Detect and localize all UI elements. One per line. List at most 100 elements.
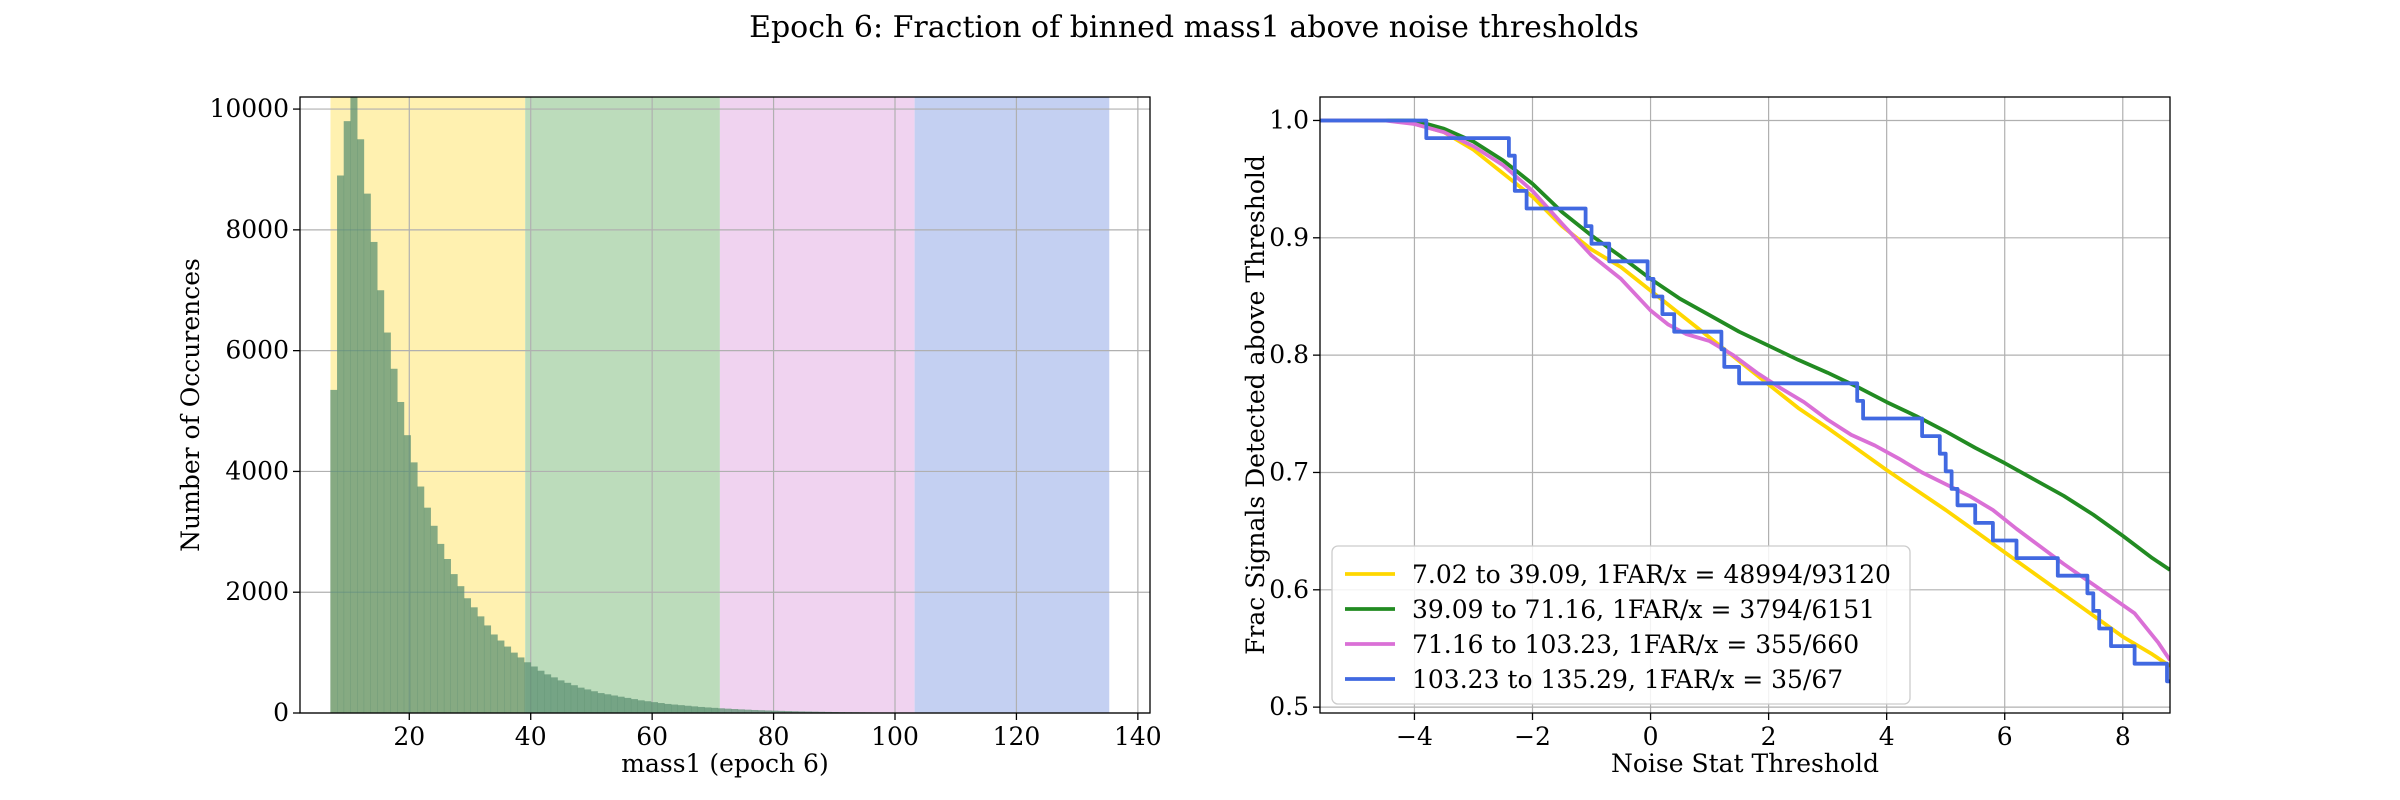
histogram-bar [350,97,358,713]
histogram-bar [390,368,398,713]
line-chart-y-tick-label: 0.8 [1269,340,1309,369]
legend-label-1: 7.02 to 39.09, 1FAR/x = 48994/93120 [1412,560,1891,589]
histogram-bar [577,687,585,713]
histogram-bar [463,598,472,713]
histogram-bar [597,693,605,713]
detection-fraction-panel: −4 −2 0 2 4 6 8 0.5 0.6 0.7 0.8 0.9 1.0 Noise Stat T… [1241,96,2171,778]
histogram-x-tick-label: 100 [871,722,919,751]
histogram-bar [624,697,632,713]
line-chart-x-axis-label: Noise Stat Threshold [1611,749,1879,778]
histogram-bar [704,707,712,713]
line-chart-y-tick-label: 0.9 [1269,223,1309,252]
histogram-y-tick-label: 2000 [225,577,289,606]
histogram-bar [490,634,498,713]
line-chart-x-tick-label: 0 [1643,722,1659,751]
figure-title: Epoch 6: Fraction of binned mass1 above … [749,10,1639,45]
histogram-bar [530,666,538,713]
histogram-bar [564,682,572,713]
histogram-bar [497,640,505,713]
histogram-bar [437,543,445,713]
histogram-ticks: 20 40 60 80 100 120 140 0 2000 4000 6000 8000 10000 [209,94,1161,751]
series-lines [1320,118,2170,684]
histogram-y-tick-label: 0 [273,698,289,727]
histogram-bar [524,662,532,713]
histogram-frame [299,96,1151,714]
histogram-bar [697,706,705,713]
histogram-bar [570,685,578,713]
histogram-bar [383,332,391,713]
histogram-bar [797,711,805,713]
histogram-bar [617,696,625,713]
histogram-x-axis-label: mass1 (epoch 6) [621,749,828,778]
line-chart-frame [1319,96,2171,714]
series-line-1 [1320,118,2170,668]
histogram-bar [711,707,719,713]
histogram-bar [764,710,772,713]
histogram-bar [510,652,518,713]
histogram-bar [417,486,425,713]
histogram-bar [370,241,378,714]
line-chart-x-tick-label: −4 [1396,722,1433,751]
histogram-bar [791,711,799,713]
histogram-bar [664,703,672,713]
histogram-bar [584,689,592,713]
histogram-y-tick-label: 6000 [225,336,289,365]
histogram-bar [731,709,739,713]
line-chart-y-tick-label: 1.0 [1269,105,1309,134]
histogram-y-tick-label: 8000 [225,215,289,244]
histogram-bar [777,710,785,713]
line-chart-x-tick-label: 2 [1761,722,1777,751]
histogram-bar [771,710,779,713]
histogram-bar [630,699,638,713]
histogram-bar [610,695,618,713]
histogram-bar [691,706,699,713]
histogram-bar [784,711,792,713]
histogram-bar [377,290,385,713]
line-chart-x-tick-label: 8 [2115,722,2131,751]
line-chart-y-tick-label: 0.6 [1269,575,1309,604]
histogram-panel: 20 40 60 80 100 120 1400200040006000800010000 … [176,94,1162,778]
histogram-bar [403,435,411,713]
legend-label-2: 39.09 to 71.16, 1FAR/x = 3794/6151 [1412,595,1875,624]
histogram-bar [684,705,692,713]
histogram-x-tick-label: 40 [515,722,547,751]
histogram-bar [670,704,679,713]
histogram-bar [537,670,545,713]
line-chart-y-tick-label: 0.5 [1269,692,1309,721]
histogram-bar [751,709,759,713]
histogram-bar [737,709,745,713]
legend-label-3: 71.16 to 103.23, 1FAR/x = 355/660 [1412,630,1859,659]
histogram-bar [590,691,598,713]
mass-bin-bands [330,97,1110,713]
histogram-x-tick-label: 20 [393,722,425,751]
histogram-bar [804,711,812,713]
histogram-bar [430,525,438,713]
histogram-bar [450,574,458,713]
legend-box [1331,545,1911,705]
line-chart-y-tick-label: 0.7 [1269,457,1309,486]
line-chart-y-axis-label: Frac Signals Detected above Threshold [1241,155,1270,655]
histogram-bar [544,674,552,713]
line-chart-x-tick-label: 6 [1997,722,2013,751]
histogram-bar [550,677,558,713]
legend-label-4: 103.23 to 135.29, 1FAR/x = 35/67 [1412,665,1843,694]
line-chart-x-tick-label: 4 [1879,722,1895,751]
series-line-3 [1320,118,2170,662]
mass-bin-band-2 [525,97,720,713]
histogram-x-tick-label: 80 [758,722,790,751]
histogram-bar [483,625,492,713]
legend: 7.02 to 39.09, 1FAR/x = 48994/93120 39.09… [1331,545,1911,705]
series-line-4 [1320,118,2170,684]
histogram-bar [557,680,565,713]
histogram-bar [757,710,765,713]
mass-bin-band-3 [719,97,915,713]
histogram-bar [650,702,659,713]
histogram-bar [330,389,338,713]
histogram-bar [637,700,645,713]
histogram-bar [517,657,525,713]
histogram-bar [477,616,485,713]
histogram-bar [443,559,451,713]
histogram-bar [504,646,512,713]
histogram-bar [724,708,732,713]
